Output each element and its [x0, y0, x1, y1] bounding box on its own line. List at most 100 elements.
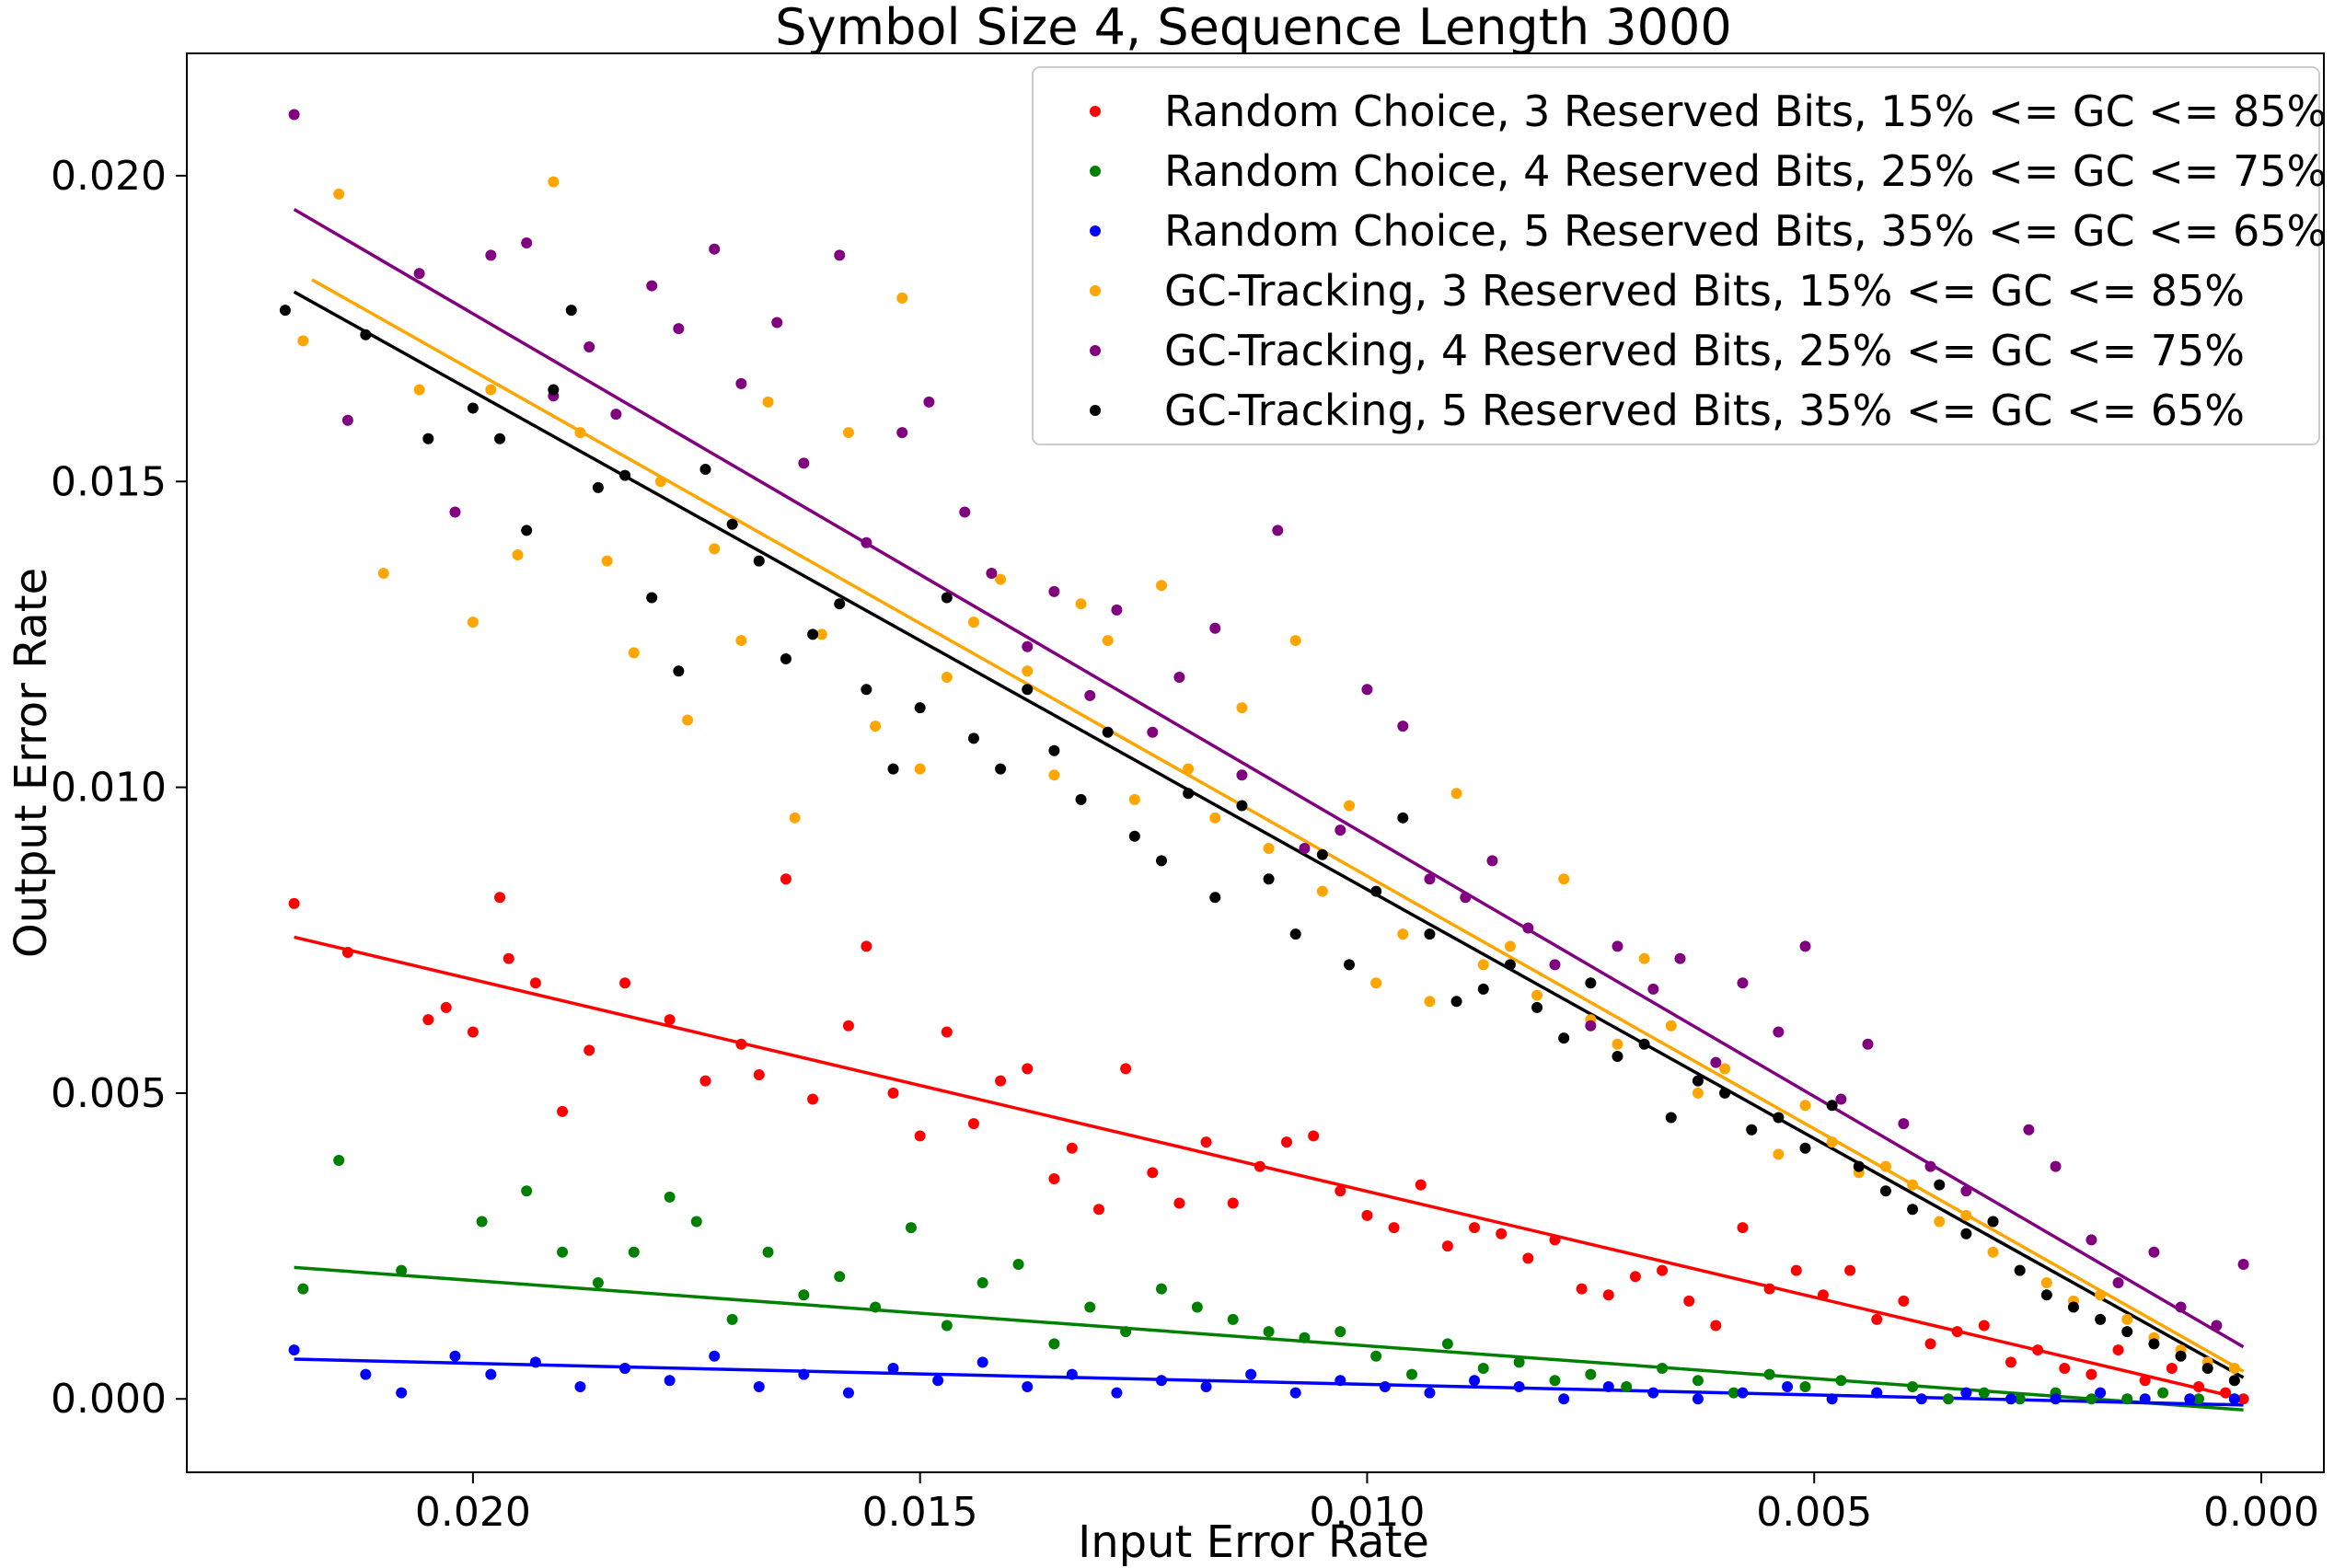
data-point: [1504, 940, 1516, 952]
data-point: [1370, 885, 1382, 897]
legend-marker: [1090, 106, 1101, 117]
data-point: [664, 1014, 676, 1026]
data-point: [1835, 1375, 1847, 1387]
data-point: [279, 305, 291, 317]
data-point: [521, 525, 533, 536]
data-point: [1844, 1264, 1856, 1276]
data-point: [1898, 1118, 1910, 1130]
y-tick-label: 0.005: [51, 1070, 167, 1117]
data-point: [834, 598, 846, 610]
data-point: [1763, 1283, 1775, 1295]
data-point: [1960, 1228, 1972, 1239]
data-point: [2139, 1393, 2151, 1405]
chart-title: Symbol Size 4, Sequence Length 3000: [775, 0, 1731, 56]
data-point: [914, 702, 926, 714]
data-point: [798, 1368, 810, 1380]
data-point: [726, 1313, 738, 1325]
data-point: [1048, 1338, 1060, 1350]
data-point: [914, 763, 926, 775]
data-point: [1012, 1259, 1024, 1271]
data-point: [1022, 684, 1034, 696]
data-point: [521, 1185, 533, 1197]
data-point: [1522, 1252, 1534, 1264]
data-point: [1191, 1301, 1203, 1313]
data-point: [1316, 885, 1328, 897]
data-point: [1924, 1338, 1936, 1350]
y-tick-label: 0.015: [51, 458, 167, 505]
data-point: [2148, 1246, 2160, 1258]
data-point: [476, 1216, 488, 1228]
data-point: [1737, 1222, 1749, 1234]
data-point: [896, 292, 908, 304]
data-point: [1361, 684, 1373, 696]
data-point: [1227, 1313, 1239, 1325]
data-point: [1657, 1363, 1669, 1375]
legend-marker: [1090, 345, 1101, 356]
data-point: [1102, 726, 1114, 738]
data-point: [2095, 1289, 2107, 1301]
data-point: [1602, 1380, 1614, 1392]
data-point: [1048, 585, 1060, 597]
data-point: [941, 592, 953, 604]
data-point: [1299, 1332, 1311, 1343]
data-point: [771, 317, 783, 329]
data-point: [1746, 1124, 1758, 1136]
legend-items: Random Choice, 3 Reserved Bits, 15% <= G…: [1090, 86, 2327, 435]
fit-line: [311, 278, 2245, 1373]
data-point: [1665, 1020, 1677, 1032]
data-point: [1335, 824, 1346, 836]
data-point: [1361, 1209, 1373, 1221]
data-point: [1665, 1112, 1677, 1124]
data-point: [861, 536, 872, 548]
data-point: [1853, 1160, 1865, 1172]
data-point: [1692, 1393, 1704, 1405]
data-point: [2175, 1301, 2187, 1313]
data-point: [610, 409, 622, 421]
data-point: [1907, 1179, 1919, 1191]
data-point: [1585, 1020, 1597, 1032]
data-point: [887, 1087, 899, 1099]
data-point: [735, 635, 747, 647]
data-point: [2040, 1289, 2052, 1301]
data-point: [1209, 892, 1221, 904]
data-point: [2121, 1393, 2133, 1405]
data-point: [1773, 1148, 1785, 1160]
legend-label: Random Choice, 3 Reserved Bits, 15% <= G…: [1164, 86, 2327, 136]
data-point: [584, 1044, 595, 1056]
data-point: [1209, 622, 1221, 634]
data-point: [1281, 1136, 1293, 1148]
data-point: [512, 549, 524, 561]
data-point: [628, 647, 640, 659]
data-point: [494, 892, 506, 904]
data-point: [699, 463, 711, 475]
data-point: [521, 237, 533, 249]
data-points: [279, 109, 2249, 1405]
data-point: [1048, 769, 1060, 781]
data-point: [2211, 1320, 2223, 1332]
data-point: [1576, 1283, 1588, 1295]
x-tick-label: 0.020: [415, 1489, 531, 1536]
legend: Random Choice, 3 Reserved Bits, 15% <= G…: [1032, 66, 2327, 445]
data-point: [1987, 1216, 1999, 1228]
data-point: [1200, 1136, 1212, 1148]
data-point: [1799, 1142, 1811, 1154]
x-tick-label: 0.015: [862, 1489, 978, 1536]
data-point: [1496, 1228, 1508, 1239]
data-point: [1934, 1216, 1946, 1228]
data-point: [1415, 1179, 1427, 1191]
data-point: [2086, 1368, 2097, 1380]
data-point: [1835, 1093, 1847, 1105]
data-point: [628, 1246, 640, 1258]
data-point: [664, 1191, 676, 1203]
data-point: [1674, 952, 1686, 964]
data-point: [1155, 1375, 1167, 1387]
data-point: [584, 341, 595, 353]
data-point: [1441, 1240, 1453, 1252]
data-point: [2014, 1393, 2026, 1405]
data-point: [1155, 580, 1167, 592]
data-point: [1782, 1380, 1794, 1392]
data-point: [1128, 793, 1140, 805]
data-point: [297, 1283, 309, 1295]
data-point: [1621, 1380, 1633, 1392]
data-point: [673, 665, 685, 677]
